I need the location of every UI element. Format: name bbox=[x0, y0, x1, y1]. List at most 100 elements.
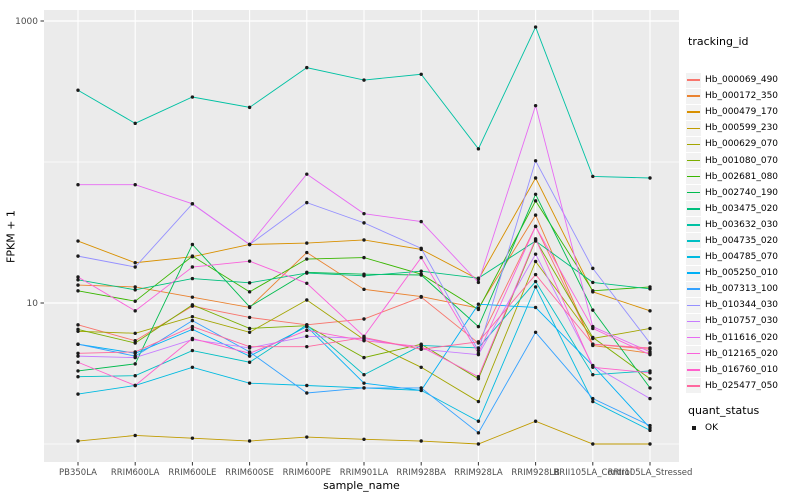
data-point-Hb_002681_080-RRIM901LA bbox=[362, 255, 366, 260]
data-point-Hb_000172_350-RRIM901LA bbox=[362, 287, 366, 292]
legend-label: Hb_004735_020 bbox=[705, 235, 779, 246]
legend-key-swatch-Hb_001080_070 bbox=[686, 153, 701, 169]
legend-label: Hb_010344_030 bbox=[705, 300, 779, 311]
legend-key-swatch-Hb_011616_020 bbox=[686, 330, 701, 346]
data-point-Hb_007313_100-RRII105LA_Stressed bbox=[648, 423, 652, 428]
legend-key-swatch-Hb_000479_170 bbox=[686, 104, 701, 120]
legend-item-Hb_010344_030: Hb_010344_030 bbox=[686, 297, 778, 313]
x-tick-label-RRIM600LE: RRIM600LE bbox=[168, 468, 216, 478]
data-point-Hb_007313_100-RRIM928BA bbox=[419, 386, 423, 390]
data-point-Hb_011616_020-RRIM600LE bbox=[190, 202, 195, 206]
x-tick-label-PB350LA: PB350LA bbox=[59, 468, 97, 478]
data-point-Hb_000629_070-RRIM928LB bbox=[533, 259, 538, 264]
x-tick-label-RRII105LA_Stressed: RRII105LA_Stressed bbox=[608, 468, 693, 478]
data-point-Hb_004735_020-RRIM928LA bbox=[476, 346, 481, 350]
data-point-Hb_012165_020-RRIM600LE bbox=[190, 265, 195, 269]
data-point-Hb_000599_230-RRIM901LA bbox=[362, 437, 366, 441]
legend-item-Hb_007313_100: Hb_007313_100 bbox=[686, 281, 778, 297]
data-point-Hb_001080_070-RRII105LA_Control bbox=[591, 335, 595, 340]
data-point-Hb_003475_020-RRIM901LA bbox=[362, 274, 366, 278]
legend-label: Hb_016760_010 bbox=[705, 364, 779, 375]
legend-item-Hb_011616_020: Hb_011616_020 bbox=[686, 330, 778, 346]
data-point-Hb_004785_070-PB350LA bbox=[76, 392, 80, 396]
data-point-Hb_000599_230-RRIM600SE bbox=[247, 439, 252, 443]
x-tick-label-RRIM600LA: RRIM600LA bbox=[111, 468, 160, 478]
data-point-Hb_011616_020-RRIM928LA bbox=[476, 280, 481, 285]
quant-ok-label: OK bbox=[705, 423, 718, 433]
data-point-Hb_000172_350-RRIM600LE bbox=[190, 295, 195, 299]
legend-key-swatch-Hb_012165_020 bbox=[686, 346, 701, 362]
data-point-Hb_003475_020-RRIM600PE bbox=[305, 271, 309, 275]
data-point-Hb_000479_170-RRIM600LA bbox=[133, 261, 137, 265]
data-point-Hb_010344_030-RRIM928BA bbox=[419, 246, 423, 251]
data-point-Hb_003475_020-PB350LA bbox=[76, 278, 80, 282]
legend-label: Hb_002740_190 bbox=[705, 187, 779, 198]
data-point-Hb_004735_020-RRIM901LA bbox=[362, 373, 366, 377]
data-point-Hb_012165_020-RRIM600PE bbox=[305, 281, 309, 285]
data-point-Hb_004735_020-RRIM600SE bbox=[247, 360, 252, 364]
data-point-Hb_003475_020-RRII105LA_Control bbox=[591, 280, 595, 285]
data-point-Hb_003632_030-RRII105LA_Control bbox=[591, 174, 595, 179]
x-tick-label-RRII105LA_Control: RRII105LA_Control bbox=[553, 468, 632, 478]
data-point-Hb_004735_020-RRII105LA_Control bbox=[591, 373, 595, 377]
data-point-Hb_016760_010-RRIM600LA bbox=[133, 383, 137, 388]
plot-panel bbox=[44, 10, 679, 462]
legend-key-swatch-Hb_003475_020 bbox=[686, 201, 701, 217]
data-point-Hb_016760_010-RRII105LA_Stressed bbox=[648, 371, 652, 375]
data-point-Hb_010757_030-PB350LA bbox=[76, 354, 80, 358]
data-point-Hb_007313_100-RRIM600LE bbox=[190, 318, 195, 323]
data-point-Hb_003632_030-RRIM928LA bbox=[476, 147, 481, 151]
data-point-Hb_002740_190-RRII105LA_Control bbox=[591, 308, 595, 312]
data-point-Hb_025477_050-RRIM600LA bbox=[133, 350, 137, 354]
legend-key-swatch-Hb_002681_080 bbox=[686, 169, 701, 185]
data-point-Hb_003632_030-RRIM600LE bbox=[190, 95, 195, 99]
legend-item-Hb_016760_010: Hb_016760_010 bbox=[686, 362, 778, 378]
data-point-Hb_003475_020-RRIM928BA bbox=[419, 269, 423, 273]
data-point-Hb_000479_170-RRIM928LB bbox=[533, 176, 538, 180]
data-point-Hb_016760_010-RRIM928LB bbox=[533, 237, 538, 241]
data-point-Hb_002681_080-RRIM600LA bbox=[133, 299, 137, 303]
data-point-Hb_002740_190-PB350LA bbox=[76, 369, 80, 373]
legend-line-icon bbox=[687, 95, 700, 97]
data-point-Hb_002740_190-RRIM600LE bbox=[190, 242, 195, 247]
data-point-Hb_002740_190-RRIM928BA bbox=[419, 273, 423, 277]
data-point-Hb_005250_010-RRIM600SE bbox=[247, 354, 252, 358]
data-point-Hb_010344_030-PB350LA bbox=[76, 254, 80, 258]
legend-title-tracking-id: tracking_id bbox=[688, 35, 749, 48]
data-point-Hb_025477_050-RRIM928LA bbox=[476, 340, 481, 344]
data-point-Hb_012165_020-RRIM600LA bbox=[133, 309, 137, 313]
data-point-Hb_007313_100-RRII105LA_Control bbox=[591, 396, 595, 401]
data-point-Hb_000069_490-PB350LA bbox=[76, 323, 80, 327]
data-point-Hb_025477_050-RRIM600SE bbox=[247, 344, 252, 349]
legend-line-icon bbox=[687, 111, 700, 114]
data-point-Hb_000599_230-PB350LA bbox=[76, 439, 80, 443]
data-point-Hb_025477_050-RRIM928BA bbox=[419, 347, 423, 351]
data-point-Hb_003632_030-RRIM600PE bbox=[305, 65, 309, 70]
legend-key-swatch-Hb_010344_030 bbox=[686, 297, 701, 313]
data-point-Hb_010344_030-RRIM901LA bbox=[362, 221, 366, 225]
data-point-Hb_000172_350-RRIM600PE bbox=[305, 250, 309, 255]
data-point-Hb_012165_020-RRIM928BA bbox=[419, 255, 423, 260]
data-point-Hb_001080_070-RRIM901LA bbox=[362, 355, 366, 360]
data-point-Hb_025477_050-RRIM600PE bbox=[305, 344, 309, 349]
data-point-Hb_011616_020-RRIM901LA bbox=[362, 211, 366, 216]
data-point-Hb_012165_020-RRIM600SE bbox=[247, 259, 252, 263]
data-point-Hb_005250_010-RRIM600PE bbox=[305, 324, 309, 329]
legend-label: Hb_003475_020 bbox=[705, 203, 779, 214]
legend-label: Hb_012165_020 bbox=[705, 348, 779, 359]
data-point-Hb_001080_070-PB350LA bbox=[76, 327, 80, 332]
data-point-Hb_016760_010-RRIM600SE bbox=[247, 351, 252, 355]
data-point-Hb_002681_080-RRIM600LE bbox=[190, 254, 195, 258]
data-point-Hb_000172_350-PB350LA bbox=[76, 283, 80, 287]
data-point-Hb_010757_030-RRII105LA_Stressed bbox=[648, 396, 652, 401]
data-point-Hb_002681_080-PB350LA bbox=[76, 289, 80, 293]
legend-item-Hb_002681_080: Hb_002681_080 bbox=[686, 169, 778, 185]
legend-label: Hb_000069_490 bbox=[705, 75, 779, 86]
data-point-Hb_004785_070-RRII105LA_Stressed bbox=[648, 428, 652, 433]
data-point-Hb_000172_350-RRIM928LB bbox=[533, 213, 538, 217]
legend-key-swatch-Hb_004785_070 bbox=[686, 249, 701, 265]
quant-ok-point-icon bbox=[686, 421, 701, 436]
data-point-Hb_000629_070-RRIM928BA bbox=[419, 365, 423, 369]
data-point-Hb_002681_080-RRIM928LA bbox=[476, 307, 481, 312]
